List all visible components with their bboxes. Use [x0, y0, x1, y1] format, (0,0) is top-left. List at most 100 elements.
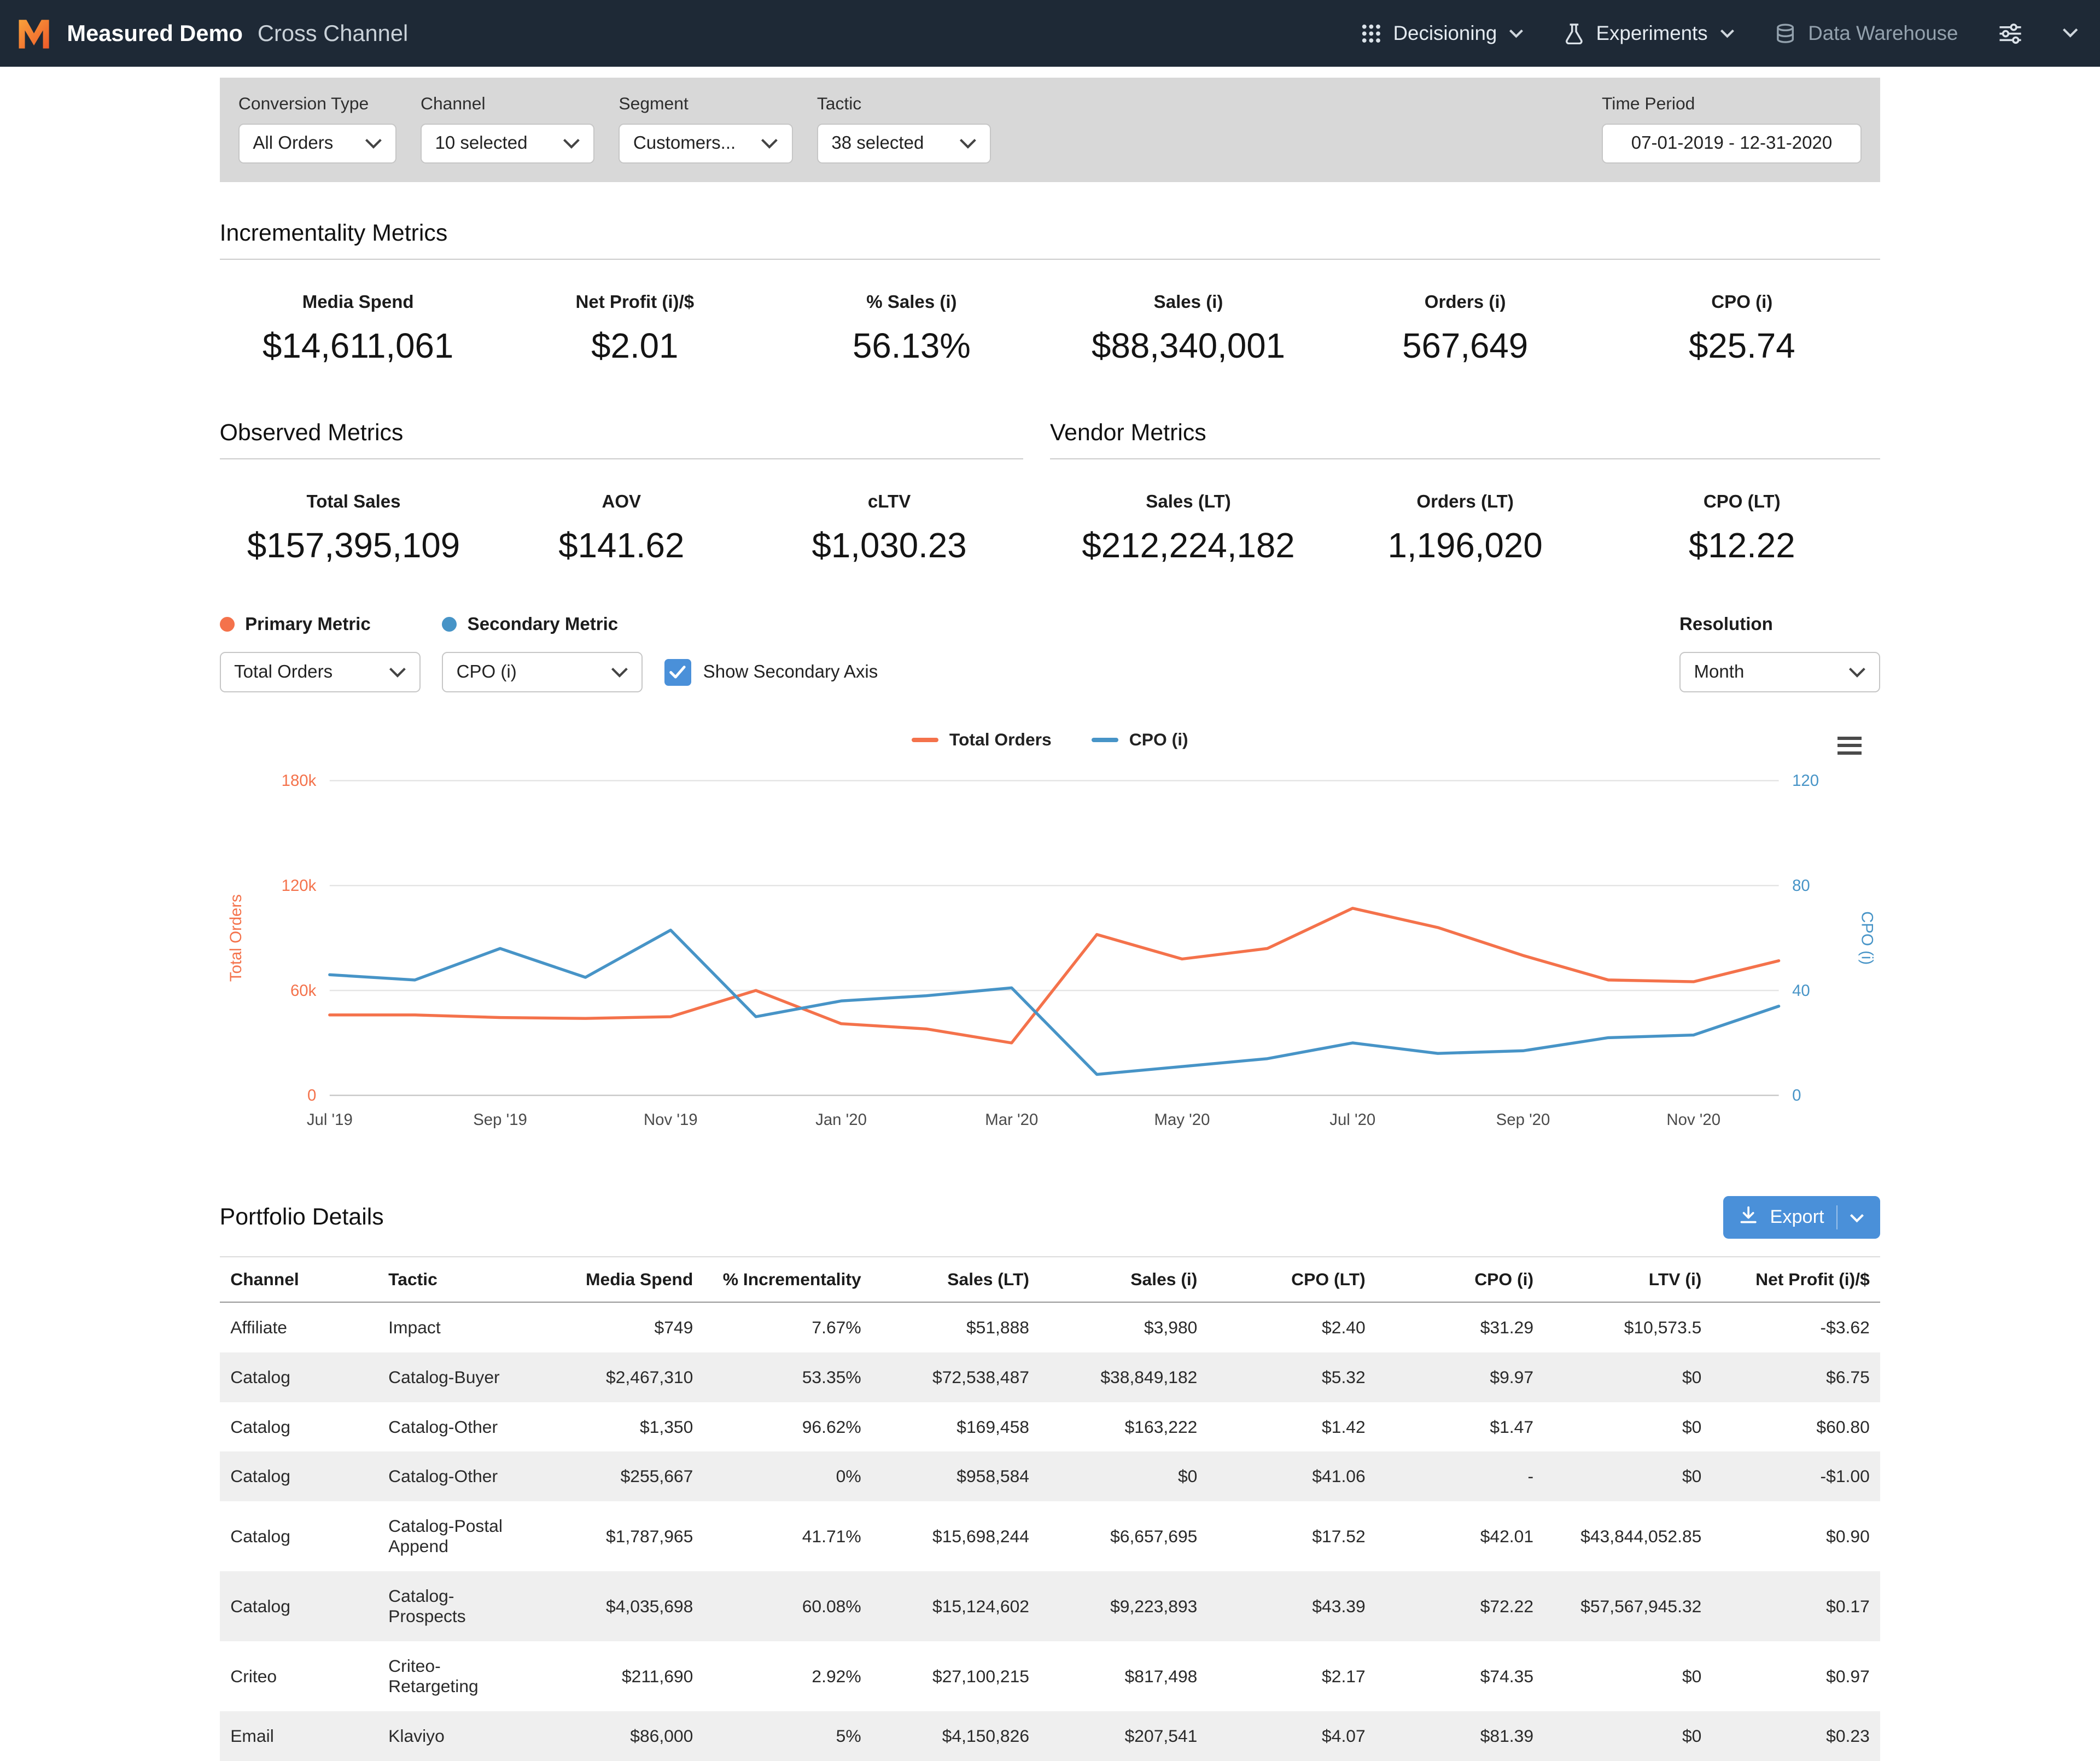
- table-cell: $0.90: [1712, 1501, 1880, 1571]
- download-icon: [1739, 1205, 1758, 1229]
- export-button[interactable]: Export: [1723, 1196, 1881, 1239]
- metric-value: $1,030.23: [755, 526, 1023, 565]
- svg-text:Jul '20: Jul '20: [1329, 1111, 1375, 1129]
- nav-data-warehouse-label: Data Warehouse: [1808, 22, 1958, 45]
- chart-controls: Primary Metric Secondary Metric Total Or…: [220, 614, 1881, 692]
- table-cell: $60.80: [1712, 1402, 1880, 1452]
- observed-metrics-row: Total Sales$157,395,109AOV$141.62cLTV$1,…: [220, 492, 1023, 565]
- table-cell: $10,573.5: [1544, 1302, 1712, 1352]
- time-period-input[interactable]: 07-01-2019 - 12-31-2020: [1602, 124, 1862, 164]
- nav-settings[interactable]: [1998, 23, 2022, 44]
- table-cell: $0: [1544, 1451, 1712, 1501]
- conversion-type-select[interactable]: All Orders: [238, 124, 396, 164]
- segment-label: Segment: [619, 94, 792, 114]
- observed-metrics-section: Observed Metrics Total Sales$157,395,109…: [220, 419, 1023, 565]
- metric-label: Orders (i): [1327, 292, 1603, 313]
- table-cell: -$3.62: [1712, 1302, 1880, 1352]
- nav-data-warehouse[interactable]: Data Warehouse: [1775, 22, 1958, 45]
- table-cell: $211,690: [536, 1641, 704, 1711]
- column-header: % Incrementality: [704, 1257, 872, 1302]
- tactic-value: 38 selected: [831, 133, 924, 154]
- nav-section-title: Cross Channel: [258, 20, 408, 46]
- table-cell: Catalog: [220, 1352, 378, 1402]
- table-cell: 0%: [704, 1451, 872, 1501]
- table-cell: $207,541: [1040, 1711, 1208, 1761]
- table-cell: $17.52: [1208, 1501, 1376, 1571]
- metric-label: CPO (LT): [1603, 492, 1880, 512]
- conversion-type-label: Conversion Type: [238, 94, 396, 114]
- svg-text:0: 0: [1792, 1087, 1801, 1105]
- table-cell: Catalog: [220, 1451, 378, 1501]
- secondary-metric-select[interactable]: CPO (i): [442, 652, 643, 692]
- table-cell: Catalog-Other: [378, 1402, 536, 1452]
- chart-legend: Total Orders CPO (i): [220, 730, 1881, 750]
- incrementality-metrics-row: Media Spend$14,611,061Net Profit (i)/$$2…: [220, 292, 1881, 366]
- primary-metric-select[interactable]: Total Orders: [220, 652, 421, 692]
- table-cell: $31.29: [1376, 1302, 1544, 1352]
- chevron-down-icon: [1850, 1206, 1864, 1228]
- chevron-down-icon: [959, 133, 977, 154]
- table-cell: $15,698,244: [872, 1501, 1040, 1571]
- legend-item[interactable]: Total Orders: [912, 730, 1051, 750]
- table-cell: $6.75: [1712, 1352, 1880, 1402]
- nav-decisioning-label: Decisioning: [1393, 22, 1497, 45]
- table-cell: Catalog: [220, 1571, 378, 1641]
- table-cell: $15,124,602: [872, 1571, 1040, 1641]
- resolution-select[interactable]: Month: [1679, 652, 1880, 692]
- measured-logo[interactable]: [16, 15, 52, 51]
- channel-label: Channel: [421, 94, 594, 114]
- chevron-down-icon: [563, 133, 580, 154]
- table-cell: $6,657,695: [1040, 1501, 1208, 1571]
- nav-account-menu[interactable]: [2062, 28, 2078, 39]
- column-header: Channel: [220, 1257, 378, 1302]
- metric-value: $141.62: [487, 526, 755, 565]
- metric-label: Orders (LT): [1327, 492, 1603, 512]
- svg-text:0: 0: [307, 1087, 316, 1105]
- table-row: EmailKlaviyo$86,0005%$4,150,826$207,541$…: [220, 1711, 1881, 1761]
- nav-decisioning[interactable]: Decisioning: [1361, 22, 1524, 45]
- metric: CPO (i)$25.74: [1603, 292, 1880, 366]
- table-cell: $42.01: [1376, 1501, 1544, 1571]
- metric-label: Total Sales: [220, 492, 488, 512]
- incrementality-metrics-title: Incrementality Metrics: [220, 220, 1881, 260]
- primary-metric-label: Primary Metric: [220, 614, 421, 635]
- show-secondary-axis-checkbox[interactable]: [664, 659, 691, 686]
- table-cell: $2.40: [1208, 1302, 1376, 1352]
- nav-experiments[interactable]: Experiments: [1564, 22, 1735, 45]
- primary-metric-value: Total Orders: [234, 662, 332, 683]
- table-row: CatalogCatalog-Other$255,6670%$958,584$0…: [220, 1451, 1881, 1501]
- segment-select[interactable]: Customers...: [619, 124, 792, 164]
- metric-label: CPO (i): [1603, 292, 1880, 313]
- svg-text:120k: 120k: [281, 877, 316, 895]
- channel-select[interactable]: 10 selected: [421, 124, 594, 164]
- metric-label: % Sales (i): [773, 292, 1050, 313]
- metric-label: cLTV: [755, 492, 1023, 512]
- table-cell: $255,667: [536, 1451, 704, 1501]
- grid-icon: [1361, 24, 1381, 44]
- secondary-metric-label: Secondary Metric: [442, 614, 643, 635]
- table-cell: $0: [1544, 1352, 1712, 1402]
- table-cell: 2.92%: [704, 1641, 872, 1711]
- metric-value: $88,340,001: [1050, 326, 1327, 366]
- metric-value: 567,649: [1327, 326, 1603, 366]
- resolution-label: Resolution: [1679, 614, 1880, 635]
- metric-value: $2.01: [497, 326, 773, 366]
- chevron-down-icon: [389, 662, 406, 683]
- table-header-row: ChannelTacticMedia Spend% Incrementality…: [220, 1257, 1881, 1302]
- show-secondary-axis-label: Show Secondary Axis: [703, 662, 878, 683]
- measured-logo-icon: [16, 15, 52, 51]
- svg-text:Total Orders: Total Orders: [227, 894, 245, 982]
- table-cell: $3,980: [1040, 1302, 1208, 1352]
- legend-item[interactable]: CPO (i): [1092, 730, 1188, 750]
- time-period-value: 07-01-2019 - 12-31-2020: [1631, 133, 1832, 154]
- secondary-metric-label-text: Secondary Metric: [468, 614, 619, 635]
- table-cell: 53.35%: [704, 1352, 872, 1402]
- secondary-metric-value: CPO (i): [457, 662, 517, 683]
- svg-text:Jul '19: Jul '19: [306, 1111, 352, 1129]
- chart-menu-icon[interactable]: [1835, 730, 1864, 761]
- table-cell: Email: [220, 1711, 378, 1761]
- svg-text:60k: 60k: [290, 982, 317, 1000]
- table-cell: $0: [1544, 1711, 1712, 1761]
- table-cell: Affiliate: [220, 1302, 378, 1352]
- tactic-select[interactable]: 38 selected: [817, 124, 991, 164]
